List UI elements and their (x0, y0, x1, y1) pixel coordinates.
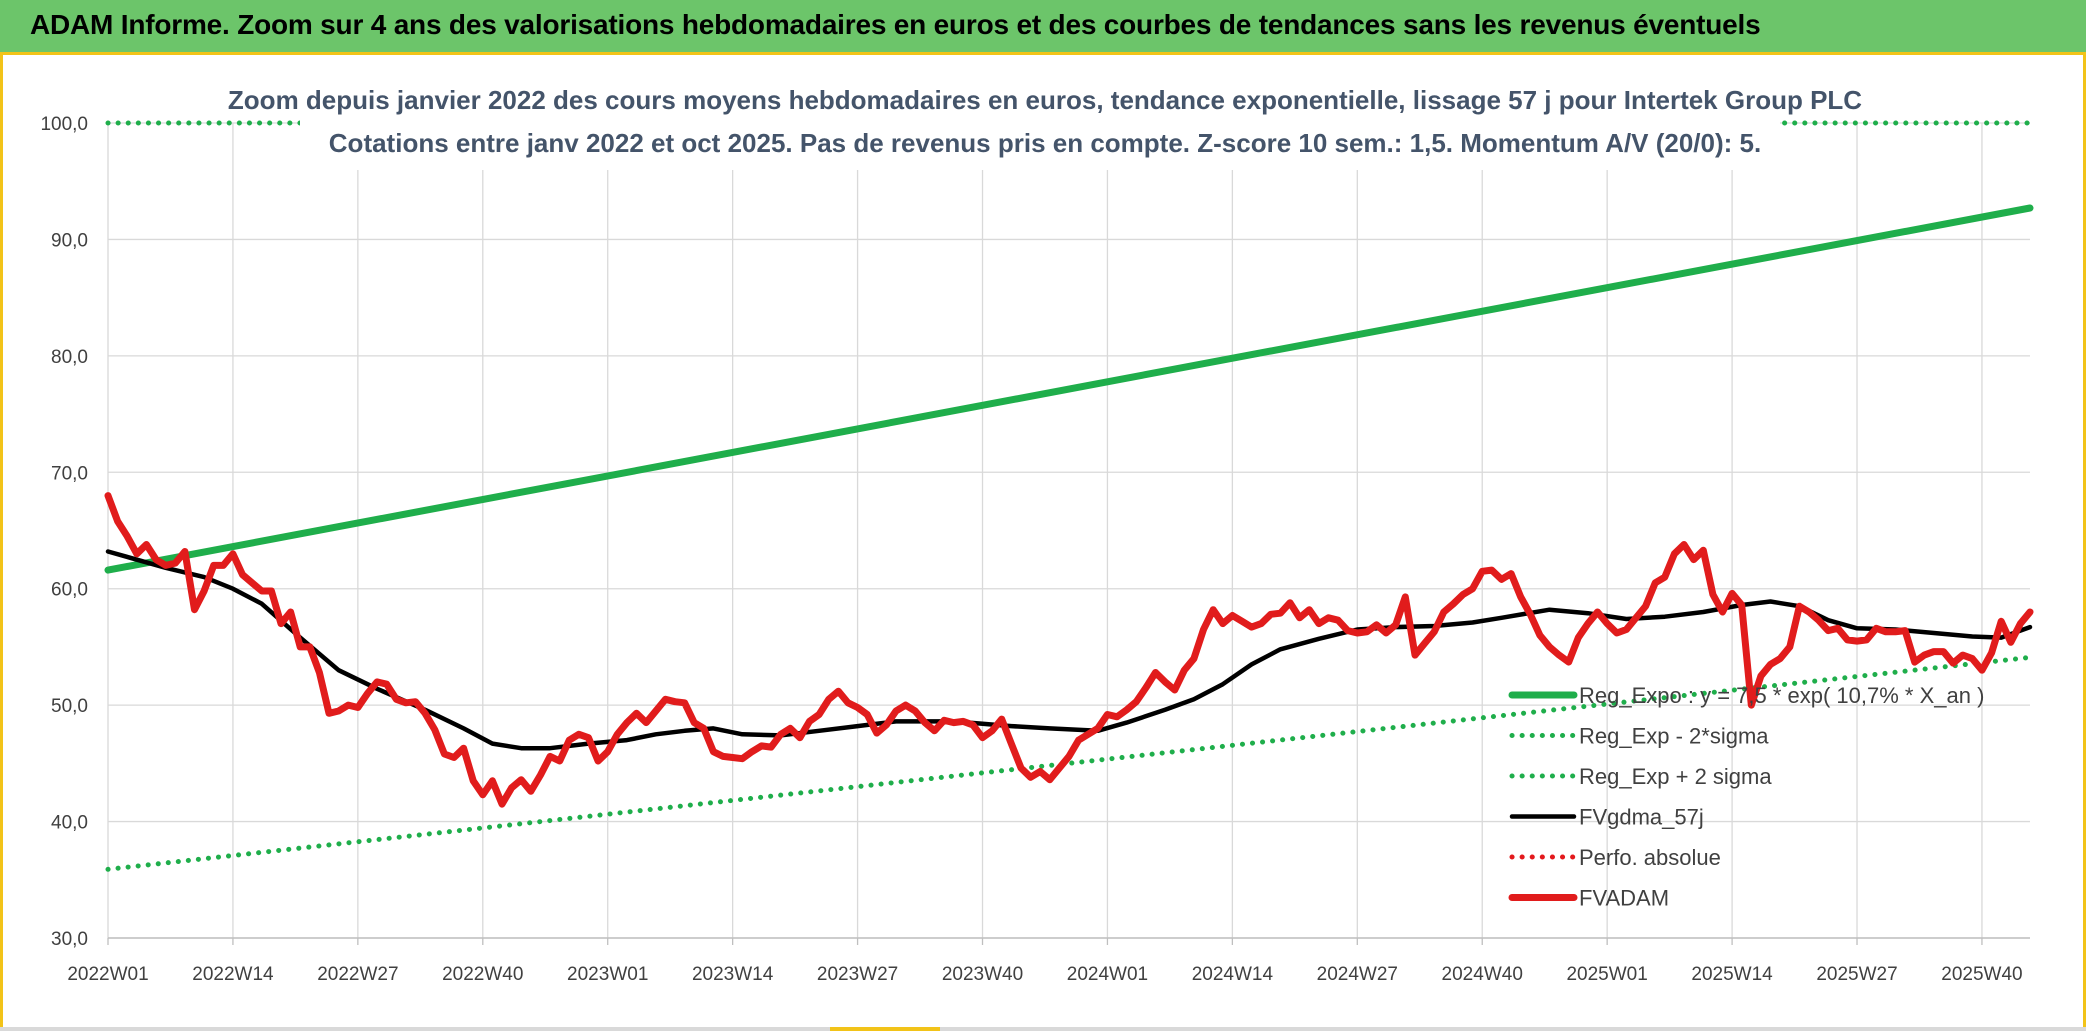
y-tick-label: 50,0 (51, 696, 88, 717)
legend-label: Reg_Expo : y = 7,5 * exp( 10,7% * X_an ) (1579, 683, 1984, 708)
x-tick-label: 2023W14 (692, 964, 774, 985)
legend-label: Reg_Exp + 2 sigma (1579, 764, 1772, 789)
chart-title: Zoom depuis janvier 2022 des cours moyen… (228, 85, 1862, 115)
bottom-divider (0, 1027, 2086, 1031)
x-tick-label: 2022W14 (192, 964, 274, 985)
chart-frame (0, 55, 2086, 1031)
x-tick-label: 2022W27 (317, 964, 398, 985)
y-tick-label: 60,0 (51, 580, 88, 601)
report-title: ADAM Informe. Zoom sur 4 ans des valoris… (30, 9, 1761, 40)
x-tick-label: 2025W14 (1691, 964, 1773, 985)
legend-label: Perfo. absolue (1579, 845, 1721, 870)
chart-grid (107, 122, 2030, 939)
y-tick-label: 80,0 (51, 347, 88, 368)
x-tick-label: 2023W01 (567, 964, 648, 985)
y-tick-label: 40,0 (51, 813, 88, 834)
series-line-reg-exp-2-sigma (105, 654, 2033, 872)
y-tick-label: 100,0 (40, 114, 88, 135)
x-tick-label: 2024W40 (1442, 964, 1523, 985)
x-tick-label: 2025W27 (1816, 964, 1897, 985)
chart-subtitle: Cotations entre janv 2022 et oct 2025. P… (329, 128, 1761, 158)
chart-axes: 30,0 40,0 50,0 60,0 70,0 80,0 90,0 100,0 2022W01… (40, 114, 2030, 985)
legend-label: FVADAM (1579, 886, 1669, 911)
x-tick-label: 2024W27 (1317, 964, 1398, 985)
title-backdrop (300, 75, 1780, 170)
x-tick-label: 2023W40 (942, 964, 1023, 985)
report-banner: ADAM Informe. Zoom sur 4 ans des valoris… (0, 0, 2086, 55)
x-tick-label: 2022W01 (67, 964, 148, 985)
x-tick-label: 2025W40 (1941, 964, 2022, 985)
y-tick-label: 30,0 (51, 929, 88, 950)
legend-label: Reg_Exp - 2*sigma (1579, 724, 1769, 749)
x-tick-label: 2022W40 (442, 964, 523, 985)
chart-series (104, 75, 2034, 872)
series-line-reg-expo-y-7-5-exp-10-7-x-an (104, 204, 2034, 574)
series-line-fvadam (104, 492, 2034, 808)
bottom-accent (830, 1027, 940, 1031)
chart-legend: Reg_Expo : y = 7,5 * exp( 10,7% * X_an )… (1508, 683, 1984, 911)
x-tick-label: 2023W27 (817, 964, 898, 985)
y-tick-label: 90,0 (51, 230, 88, 251)
y-tick-label: 70,0 (51, 463, 88, 484)
x-tick-label: 2025W01 (1566, 964, 1647, 985)
x-tick-label: 2024W14 (1192, 964, 1274, 985)
legend-label: FVgdma_57j (1579, 805, 1704, 830)
x-tick-label: 2024W01 (1067, 964, 1148, 985)
series-line-fvgdma-57j (105, 549, 2033, 751)
